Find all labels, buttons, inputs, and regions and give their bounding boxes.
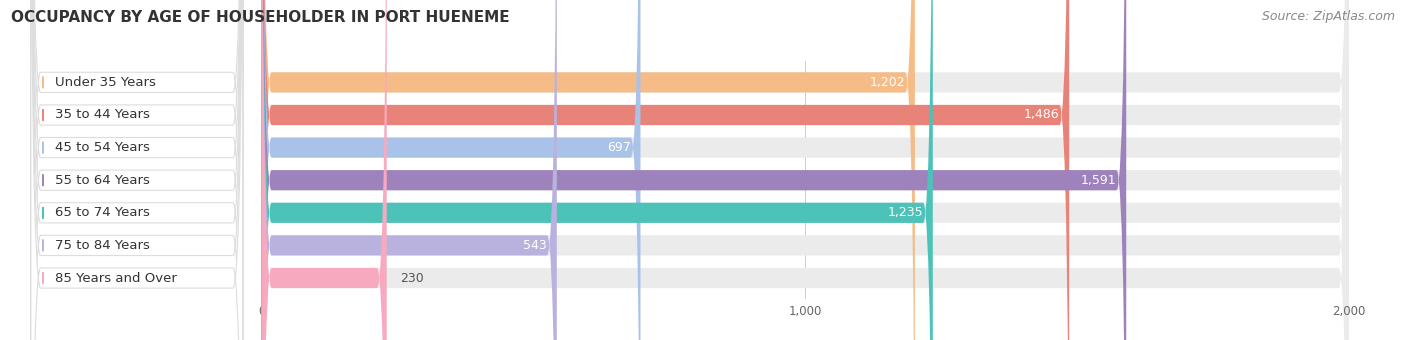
FancyBboxPatch shape <box>262 0 387 340</box>
Text: 65 to 74 Years: 65 to 74 Years <box>55 206 150 219</box>
FancyBboxPatch shape <box>31 0 243 340</box>
FancyBboxPatch shape <box>262 0 1348 340</box>
FancyBboxPatch shape <box>31 0 243 340</box>
FancyBboxPatch shape <box>262 0 915 340</box>
FancyBboxPatch shape <box>262 0 557 340</box>
FancyBboxPatch shape <box>262 0 641 340</box>
Text: 543: 543 <box>523 239 547 252</box>
Text: 230: 230 <box>401 272 425 285</box>
FancyBboxPatch shape <box>262 0 1348 340</box>
FancyBboxPatch shape <box>262 0 1348 340</box>
FancyBboxPatch shape <box>262 0 1069 340</box>
FancyBboxPatch shape <box>31 0 243 340</box>
Text: 85 Years and Over: 85 Years and Over <box>55 272 177 285</box>
Text: 55 to 64 Years: 55 to 64 Years <box>55 174 150 187</box>
FancyBboxPatch shape <box>31 0 243 340</box>
Text: 697: 697 <box>607 141 631 154</box>
FancyBboxPatch shape <box>262 0 1348 340</box>
Text: 1,591: 1,591 <box>1081 174 1116 187</box>
FancyBboxPatch shape <box>262 0 932 340</box>
Text: 45 to 54 Years: 45 to 54 Years <box>55 141 150 154</box>
Text: Under 35 Years: Under 35 Years <box>55 76 156 89</box>
FancyBboxPatch shape <box>262 0 1348 340</box>
Text: Source: ZipAtlas.com: Source: ZipAtlas.com <box>1261 10 1395 23</box>
FancyBboxPatch shape <box>31 0 243 340</box>
FancyBboxPatch shape <box>262 0 1348 340</box>
Text: 35 to 44 Years: 35 to 44 Years <box>55 108 150 121</box>
Text: 1,235: 1,235 <box>887 206 922 219</box>
FancyBboxPatch shape <box>31 0 243 340</box>
FancyBboxPatch shape <box>262 0 1348 340</box>
Text: 1,486: 1,486 <box>1024 108 1059 121</box>
Text: OCCUPANCY BY AGE OF HOUSEHOLDER IN PORT HUENEME: OCCUPANCY BY AGE OF HOUSEHOLDER IN PORT … <box>11 10 510 25</box>
FancyBboxPatch shape <box>31 0 243 340</box>
Text: 75 to 84 Years: 75 to 84 Years <box>55 239 150 252</box>
FancyBboxPatch shape <box>262 0 1126 340</box>
Text: 1,202: 1,202 <box>869 76 905 89</box>
